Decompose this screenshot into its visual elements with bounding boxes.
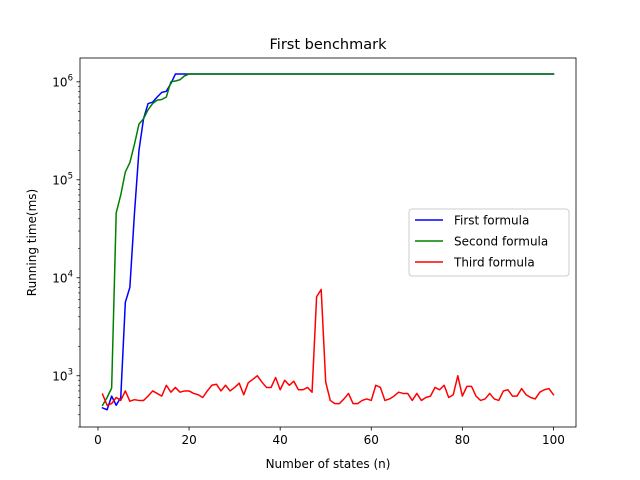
x-axis-title: Number of states (n) — [266, 457, 391, 471]
x-tick-label: 0 — [94, 433, 102, 447]
legend-label-3: Third formula — [453, 256, 535, 270]
legend: First formula Second formula Third formula — [408, 208, 570, 277]
legend-label-2: Second formula — [454, 235, 548, 249]
y-tick-label: 103 — [52, 367, 73, 383]
x-tick-label: 60 — [364, 433, 379, 447]
series-line-2 — [101, 73, 555, 407]
y-axis-title: Running time(ms) — [25, 189, 39, 296]
y-tick-label: 106 — [52, 73, 73, 89]
x-tick-label: 20 — [181, 433, 196, 447]
legend-box — [408, 208, 570, 277]
chart-title: First benchmark — [270, 37, 388, 53]
plot-frame — [79, 57, 577, 428]
y-tick-label: 105 — [52, 171, 73, 187]
series-line-3 — [101, 288, 555, 407]
y-tick-label: 104 — [52, 269, 73, 285]
x-tick-label: 80 — [455, 433, 470, 447]
legend-label-1: First formula — [454, 214, 529, 228]
x-tick-label: 100 — [542, 433, 565, 447]
y-axis: 103 104 105 106 — [52, 73, 80, 428]
x-tick-label: 40 — [273, 433, 288, 447]
series-layer — [101, 73, 555, 411]
x-axis: 0 20 40 60 80 100 — [94, 427, 565, 447]
